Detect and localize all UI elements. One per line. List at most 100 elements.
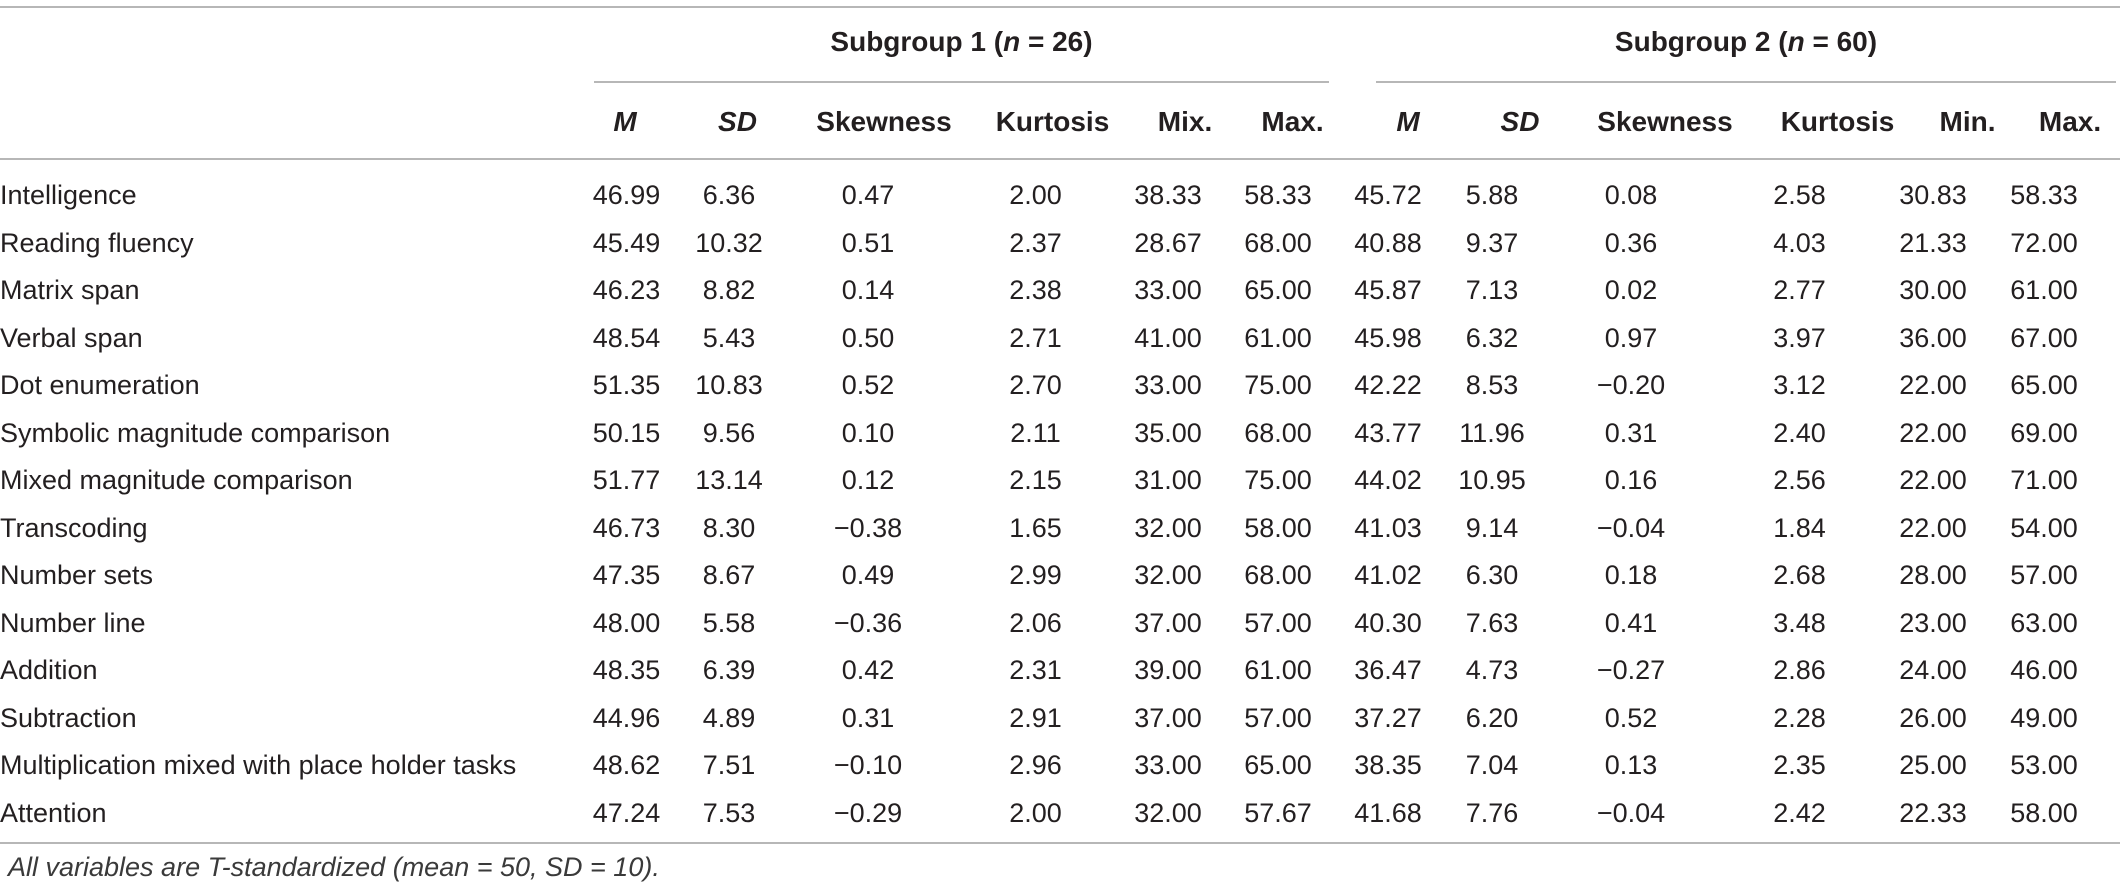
cell-max-2: 65.00 (2010, 370, 2078, 401)
table-row: Multiplication mixed with place holder t… (0, 742, 2100, 790)
table-row: Transcoding 46.73 8.30 −0.38 1.65 32.00 58.00 4… (0, 505, 2100, 553)
table-row: Attention 47.24 7.53 −0.29 2.00 32.00 57.67 41.… (0, 790, 2100, 838)
subgroup-2-title: Subgroup 2 (n = 60) (1614, 26, 1878, 57)
cell-m-1: 48.00 (592, 607, 661, 638)
cell-sd-2: 6.32 (1465, 322, 1519, 353)
row-label: Number sets (0, 560, 154, 591)
cell-skewness-1: 0.42 (841, 655, 895, 686)
cell-min-2: 22.00 (1899, 370, 1967, 401)
cell-sd-1: 8.82 (702, 275, 756, 306)
col-header-sd-2: SD (1500, 106, 1540, 137)
cell-kurtosis-2: 3.12 (1773, 370, 1826, 401)
cell-m-1: 46.23 (592, 275, 661, 306)
cell-m-2: 45.98 (1354, 322, 1422, 353)
subgroup-1-rule (594, 81, 1329, 83)
cell-kurtosis-1: 2.96 (1009, 750, 1062, 781)
cell-max-2: 46.00 (2010, 655, 2078, 686)
cell-max-2: 69.00 (2010, 417, 2078, 448)
cell-skewness-2: −0.04 (1596, 797, 1666, 828)
cell-m-1: 51.77 (592, 465, 661, 496)
col-header-sd-1: SD (718, 106, 757, 137)
cell-skewness-2: 0.97 (1604, 322, 1658, 353)
cell-sd-1: 10.32 (695, 227, 763, 258)
cell-kurtosis-1: 2.31 (1009, 655, 1062, 686)
cell-kurtosis-2: 2.68 (1773, 560, 1826, 591)
cell-mix-1: 38.33 (1134, 180, 1202, 211)
col-header-m-1: M (613, 106, 637, 137)
cell-mix-1: 32.00 (1134, 560, 1202, 591)
cell-kurtosis-1: 2.15 (1009, 465, 1062, 496)
cell-min-2: 22.00 (1899, 417, 1967, 448)
cell-kurtosis-2: 2.42 (1773, 797, 1826, 828)
cell-skewness-2: 0.08 (1604, 180, 1658, 211)
cell-max-2: 49.00 (2010, 702, 2078, 733)
cell-kurtosis-2: 4.03 (1773, 227, 1826, 258)
row-label: Subtraction (0, 702, 137, 733)
cell-kurtosis-1: 2.71 (1009, 322, 1062, 353)
cell-kurtosis-2: 3.97 (1773, 322, 1826, 353)
cell-sd-2: 7.76 (1465, 797, 1519, 828)
cell-skewness-2: 0.02 (1604, 275, 1658, 306)
cell-max-2: 71.00 (2010, 465, 2078, 496)
col-header-min-2: Min. (1939, 106, 1996, 137)
cell-max-2: 72.00 (2010, 227, 2078, 258)
cell-skewness-2: 0.31 (1604, 417, 1658, 448)
cell-skewness-2: 0.18 (1604, 560, 1658, 591)
cell-max-1: 68.00 (1244, 560, 1312, 591)
cell-skewness-1: 0.50 (841, 322, 895, 353)
cell-mix-1: 33.00 (1134, 275, 1202, 306)
cell-min-2: 25.00 (1899, 750, 1967, 781)
table-bottom-rule (0, 842, 2120, 844)
table-row: Symbolic magnitude comparison 50.15 9.56 0.… (0, 410, 2100, 458)
cell-mix-1: 32.00 (1134, 512, 1202, 543)
cell-sd-1: 6.39 (702, 655, 756, 686)
col-header-skewness-2: Skewness (1597, 106, 1733, 137)
row-label: Attention (0, 797, 107, 828)
cell-sd-1: 5.43 (702, 322, 756, 353)
cell-m-1: 45.49 (592, 227, 661, 258)
cell-m-2: 38.35 (1354, 750, 1422, 781)
cell-kurtosis-2: 2.35 (1773, 750, 1826, 781)
cell-mix-1: 33.00 (1134, 370, 1202, 401)
cell-sd-1: 13.14 (695, 465, 763, 496)
cell-max-1: 65.00 (1244, 750, 1312, 781)
table-row: Dot enumeration 51.35 10.83 0.52 2.70 33.00 75… (0, 362, 2100, 410)
cell-m-2: 43.77 (1354, 417, 1422, 448)
col-header-m-2: M (1396, 106, 1420, 137)
cell-sd-2: 7.04 (1465, 750, 1519, 781)
cell-kurtosis-2: 3.48 (1773, 607, 1826, 638)
cell-kurtosis-2: 1.84 (1773, 512, 1826, 543)
cell-skewness-1: −0.29 (833, 797, 903, 828)
row-label: Matrix span (0, 275, 140, 306)
cell-skewness-1: 0.51 (841, 227, 895, 258)
cell-max-1: 65.00 (1244, 275, 1312, 306)
cell-kurtosis-2: 2.40 (1773, 417, 1826, 448)
row-label: Reading fluency (0, 227, 194, 258)
cell-sd-2: 8.53 (1465, 370, 1519, 401)
cell-sd-2: 4.73 (1465, 655, 1519, 686)
col-header-kurtosis-2: Kurtosis (1780, 106, 1895, 137)
cell-sd-2: 9.14 (1465, 512, 1519, 543)
cell-skewness-1: 0.14 (841, 275, 895, 306)
cell-skewness-2: −0.27 (1596, 655, 1666, 686)
cell-sd-1: 10.83 (695, 370, 763, 401)
cell-m-2: 40.88 (1354, 227, 1422, 258)
cell-mix-1: 37.00 (1134, 702, 1202, 733)
cell-skewness-1: −0.10 (833, 750, 903, 781)
cell-kurtosis-1: 2.06 (1009, 607, 1062, 638)
cell-m-2: 41.02 (1354, 560, 1422, 591)
row-label: Transcoding (0, 512, 148, 543)
cell-kurtosis-1: 2.37 (1009, 227, 1062, 258)
cell-kurtosis-1: 2.99 (1009, 560, 1062, 591)
cell-sd-1: 8.67 (702, 560, 756, 591)
cell-sd-1: 7.51 (702, 750, 756, 781)
cell-skewness-2: 0.13 (1604, 750, 1658, 781)
cell-skewness-1: 0.47 (841, 180, 895, 211)
cell-m-1: 48.35 (592, 655, 661, 686)
cell-skewness-2: 0.41 (1604, 607, 1658, 638)
cell-min-2: 22.33 (1899, 797, 1967, 828)
cell-max-1: 58.33 (1244, 180, 1312, 211)
cell-mix-1: 37.00 (1134, 607, 1202, 638)
cell-sd-2: 6.30 (1465, 560, 1519, 591)
